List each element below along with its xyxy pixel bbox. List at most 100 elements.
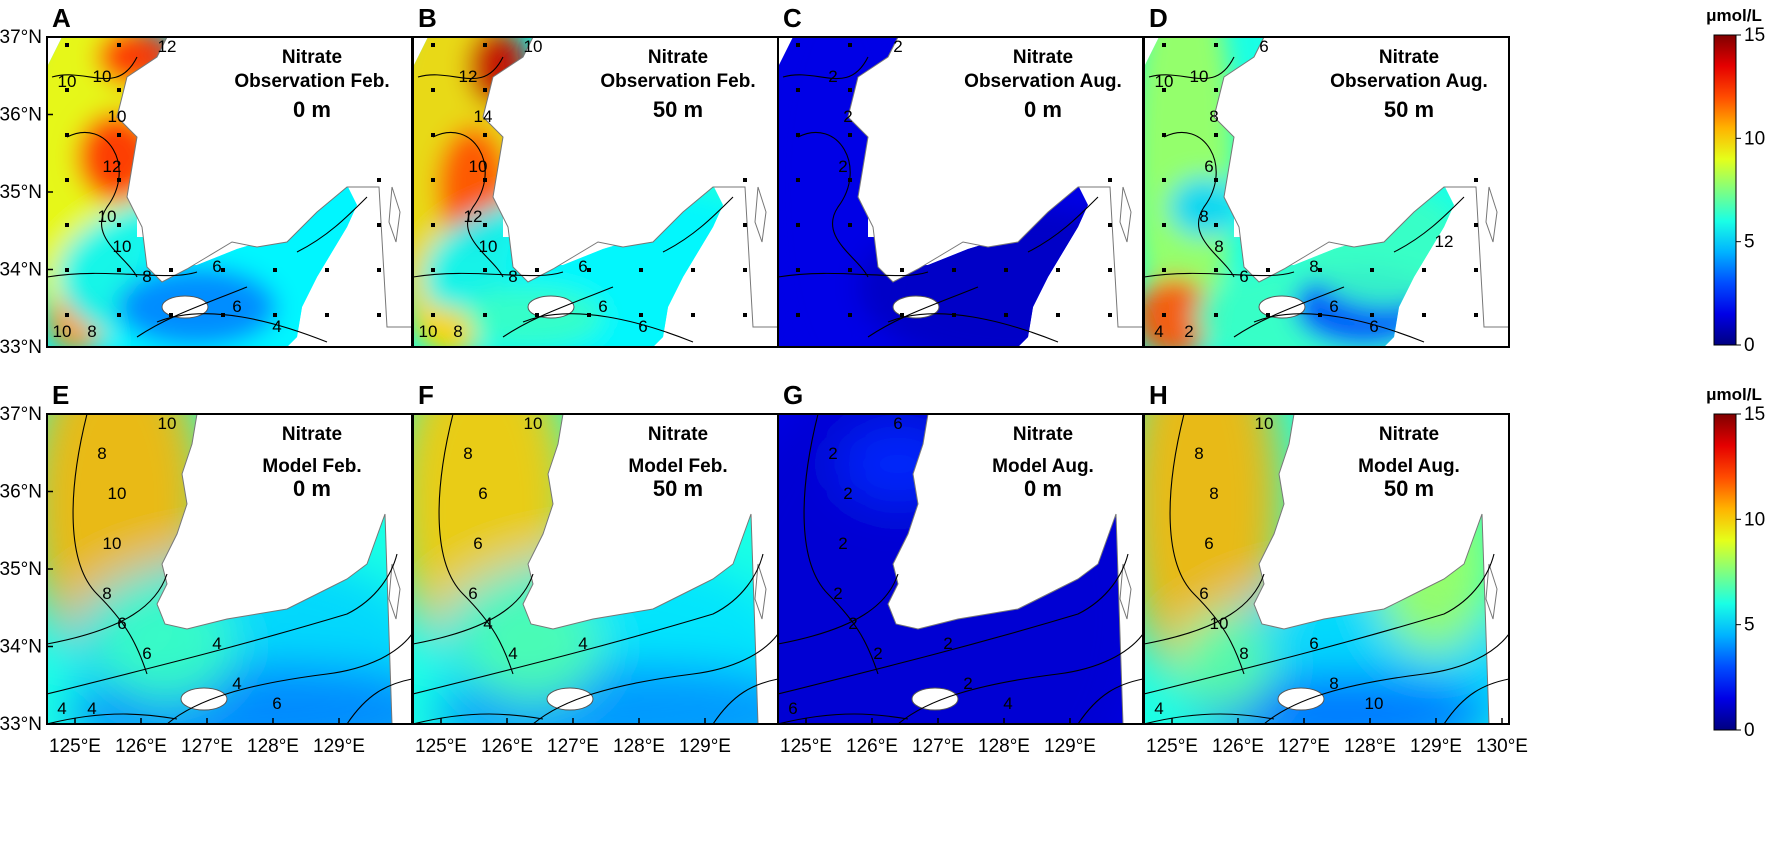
panel-source-month: Model Aug. — [1358, 456, 1460, 477]
contour-label: 10 — [524, 414, 543, 433]
tsushima-island — [388, 186, 401, 243]
contour-label: 6 — [142, 644, 151, 663]
colorbar-tick-label: 0 — [1744, 720, 1755, 741]
station-marker — [848, 313, 852, 317]
contour-label: 10 — [93, 67, 112, 86]
lat-tick-label: 34°N — [0, 637, 42, 658]
contour-label: 6 — [788, 699, 797, 718]
station-marker — [796, 223, 800, 227]
lat-tick-label: 35°N — [0, 182, 42, 203]
panel-variable: Nitrate — [1379, 47, 1439, 68]
colorbar-tick-label: 10 — [1744, 509, 1765, 530]
contour-label: 6 — [478, 484, 487, 503]
station-marker — [169, 268, 173, 272]
axes: 37°N 36°N 35°N 34°N 33°N 37°N 36°N 35°N 34°N 33°N… — [0, 27, 1528, 757]
contour-label: 4 — [87, 699, 96, 718]
contour-label: 8 — [1329, 674, 1338, 693]
contour-label: 6 — [232, 297, 241, 316]
station-marker — [1318, 313, 1322, 317]
station-marker — [1214, 43, 1218, 47]
lon-tick-label: 127°E — [547, 736, 599, 757]
lat-tick-label: 36°N — [0, 482, 42, 503]
contour-label: 8 — [87, 322, 96, 341]
lon-tick-label: 130°E — [1476, 736, 1528, 757]
station-marker — [587, 313, 591, 317]
lon-tick-label: 127°E — [1278, 736, 1330, 757]
contour-label: 10 — [1210, 614, 1229, 633]
contour-labels: 2 2 2 2 — [828, 37, 902, 176]
station-marker — [117, 133, 121, 137]
station-marker — [1370, 313, 1374, 317]
contour-label: 2 — [873, 644, 882, 663]
station-marker — [483, 133, 487, 137]
station-marker — [431, 133, 435, 137]
contour-label: 6 — [598, 297, 607, 316]
jeju-island — [161, 295, 209, 319]
station-marker — [1214, 268, 1218, 272]
station-marker — [483, 268, 487, 272]
contour-label: 6 — [1199, 584, 1208, 603]
station-marker — [796, 178, 800, 182]
contour-label: 2 — [838, 534, 847, 553]
panel-depth: 0 m — [293, 476, 331, 501]
station-marker — [796, 43, 800, 47]
panel-depth: 0 m — [1024, 97, 1062, 122]
lat-tick-label: 35°N — [0, 559, 42, 580]
station-marker — [1266, 268, 1270, 272]
station-marker — [639, 313, 643, 317]
lon-tick-label: 125°E — [780, 736, 832, 757]
station-marker — [431, 88, 435, 92]
station-marker — [273, 313, 277, 317]
contour-label: 2 — [943, 634, 952, 653]
jeju-island — [1258, 295, 1306, 319]
contour-label: 12 — [158, 37, 177, 56]
lon-tick-label: 128°E — [613, 736, 665, 757]
station-marker — [1474, 268, 1478, 272]
panel-letter: C — [783, 3, 802, 33]
lon-tick-label: 125°E — [415, 736, 467, 757]
lon-tick-label: 129°E — [1410, 736, 1462, 757]
station-marker — [1108, 178, 1112, 182]
panel-source-month: Model Feb. — [262, 456, 361, 477]
contour-label: 4 — [212, 634, 221, 653]
lon-tick-label: 128°E — [978, 736, 1030, 757]
station-marker — [65, 43, 69, 47]
panel-depth: 50 m — [653, 97, 703, 122]
contour-label: 10 — [98, 207, 117, 226]
contour-label: 8 — [453, 322, 462, 341]
lon-tick-label: 127°E — [181, 736, 233, 757]
station-marker — [848, 43, 852, 47]
colorbar: μmol/L 0 5 10 15 — [1706, 385, 1765, 741]
contour-label: 4 — [272, 317, 281, 336]
station-marker — [377, 268, 381, 272]
map-panel-c: 2 2 2 2 Nitrate Observation Aug. 0 m — [777, 36, 1144, 348]
lat-tick-label: 37°N — [0, 404, 42, 425]
lat-tick-label: 33°N — [0, 714, 42, 735]
contour-label: 8 — [1309, 257, 1318, 276]
contour-label: 10 — [103, 534, 122, 553]
panel-letter: E — [52, 380, 69, 410]
station-marker — [1108, 268, 1112, 272]
station-marker — [483, 178, 487, 182]
contour-label: 6 — [1369, 317, 1378, 336]
contour-label: 10 — [108, 484, 127, 503]
contour-label: 6 — [893, 414, 902, 433]
map-panel-b: 10 12 14 10 12 10 8 6 6 6 10 8 Nitrate Observation Fe… — [412, 36, 779, 348]
station-marker — [377, 313, 381, 317]
contour-label: 12 — [464, 207, 483, 226]
station-marker — [1474, 178, 1478, 182]
station-marker — [1422, 313, 1426, 317]
colorbar-tick-label: 5 — [1744, 615, 1755, 636]
tsushima-island — [1119, 186, 1132, 243]
contour-label: 4 — [1154, 699, 1163, 718]
contour-label: 2 — [963, 674, 972, 693]
station-marker — [639, 268, 643, 272]
panel-depth: 50 m — [1384, 97, 1434, 122]
station-marker — [796, 268, 800, 272]
station-marker — [1004, 313, 1008, 317]
panel-letter: A — [52, 3, 71, 33]
lon-tick-label: 129°E — [679, 736, 731, 757]
land-mass — [1213, 37, 1509, 328]
